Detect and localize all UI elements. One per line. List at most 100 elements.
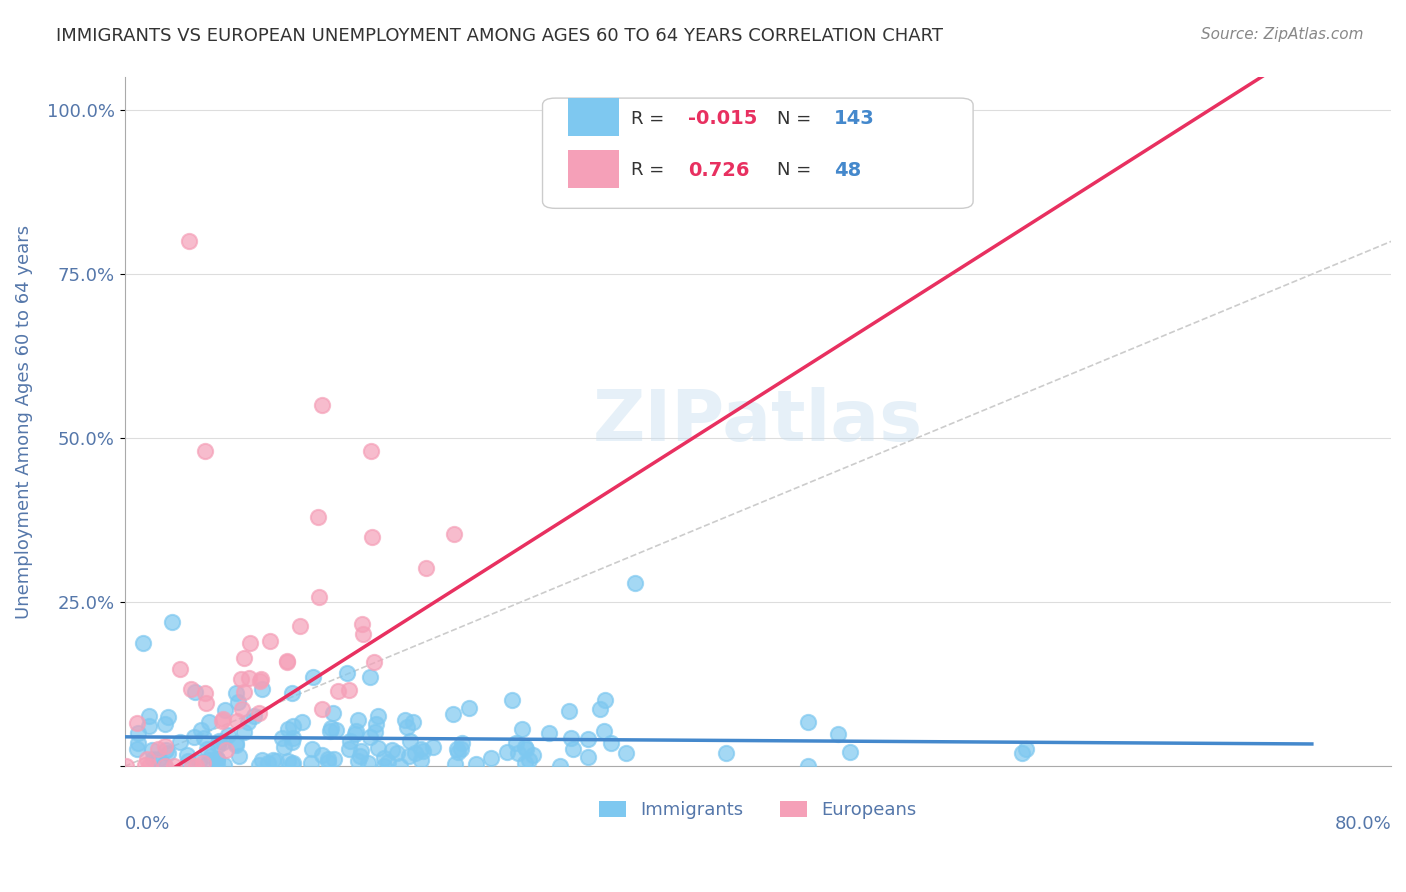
Point [409,742,432,756]
Point [194,685,217,699]
Point [311,701,333,715]
Point [198,753,221,767]
Point [446,742,468,756]
Point [132,635,155,649]
Text: 80.0%: 80.0% [1334,814,1391,832]
Point [299,756,322,771]
Point [250,753,273,767]
Point [367,740,389,755]
Point [404,746,426,760]
Point [141,743,163,757]
Point [266,755,288,769]
Point [115,759,138,773]
Point [169,734,191,748]
Text: 0.0%: 0.0% [125,814,170,832]
Point [238,672,260,686]
Point [252,682,274,697]
Point [349,744,371,758]
Point [276,654,298,668]
Point [181,759,204,773]
Text: -0.015: -0.015 [688,110,758,128]
Point [411,753,433,767]
Point [228,695,250,709]
Point [225,736,247,750]
Point [321,721,343,735]
Point [153,759,176,773]
Text: N =: N = [776,161,811,179]
Point [496,745,519,759]
Point [515,756,537,770]
Point [169,662,191,676]
Point [247,706,270,720]
Point [179,235,201,249]
Point [589,701,612,715]
Point [326,684,349,698]
Point [519,753,541,767]
Point [200,748,222,763]
Point [346,754,368,768]
Point [360,444,382,458]
Point [231,701,253,715]
Point [357,756,380,770]
Point [262,753,284,767]
Point [562,742,585,756]
Point [377,755,399,769]
Point [595,693,617,707]
Point [249,672,271,686]
Bar [568,98,619,136]
Point [160,615,183,629]
FancyBboxPatch shape [543,98,973,209]
Point [325,723,347,738]
Point [447,745,470,759]
Point [301,742,323,756]
Point [194,444,217,458]
Point [412,744,434,758]
Point [273,739,295,754]
Point [444,757,467,772]
Point [396,720,419,734]
Point [389,759,412,773]
Point [373,758,395,772]
Point [153,739,176,754]
Point [153,717,176,731]
Point [359,731,381,745]
Point [307,510,329,524]
Point [441,706,464,721]
Point [205,752,228,766]
Point [558,704,581,718]
Point [479,750,502,764]
Point [716,747,738,761]
Point [226,714,249,729]
Point [593,723,616,738]
Point [361,530,384,544]
Point [148,741,170,756]
Point [211,714,233,728]
Point [233,651,256,665]
Point [308,591,330,605]
Point [796,715,818,730]
Point [193,731,215,746]
Point [249,674,271,689]
Point [135,752,157,766]
Point [127,726,149,740]
Point [205,752,228,766]
Point [231,672,253,686]
Point [385,747,408,761]
Point [188,755,211,769]
Point [214,703,236,717]
Text: 143: 143 [834,110,875,128]
Text: ZIPatlas: ZIPatlas [593,387,922,457]
Point [195,696,218,710]
Point [257,756,280,770]
Point [422,740,444,755]
Point [344,724,367,739]
Point [599,736,621,750]
Point [191,756,214,770]
Point [290,619,312,633]
Text: R =: R = [631,161,665,179]
Point [243,708,266,723]
Point [505,736,527,750]
Point [339,682,361,697]
Point [359,670,381,684]
Point [247,758,270,772]
